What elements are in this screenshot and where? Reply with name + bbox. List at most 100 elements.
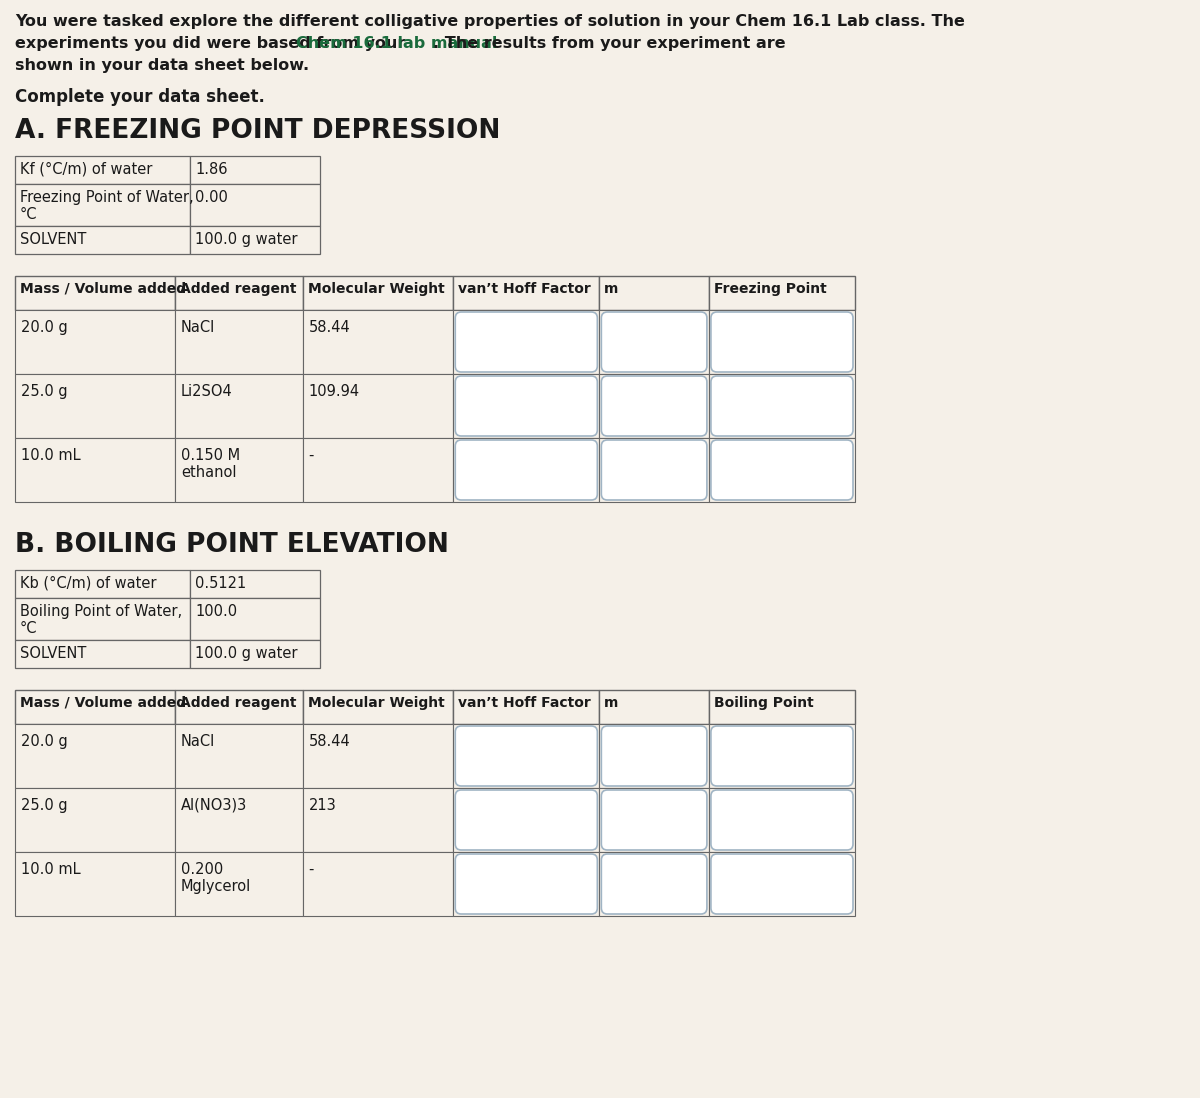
Text: van’t Hoff Factor: van’t Hoff Factor xyxy=(458,696,592,710)
Text: Boiling Point: Boiling Point xyxy=(714,696,814,710)
Bar xyxy=(302,788,454,852)
Bar xyxy=(14,438,175,502)
Bar xyxy=(599,374,709,438)
Bar xyxy=(14,310,175,374)
Text: Kb (°C/m) of water: Kb (°C/m) of water xyxy=(20,576,156,591)
Bar xyxy=(14,598,190,640)
Text: 1.86: 1.86 xyxy=(194,163,228,177)
Text: 20.0 g: 20.0 g xyxy=(22,320,67,335)
Text: Complete your data sheet.: Complete your data sheet. xyxy=(14,88,265,107)
Bar xyxy=(14,570,190,598)
Text: 100.0: 100.0 xyxy=(194,604,238,619)
Bar xyxy=(14,374,175,438)
Bar xyxy=(302,374,454,438)
FancyBboxPatch shape xyxy=(601,726,707,786)
Bar xyxy=(599,276,709,310)
Bar xyxy=(709,690,854,724)
FancyBboxPatch shape xyxy=(710,376,853,436)
Bar xyxy=(709,276,854,310)
Bar xyxy=(14,156,190,184)
Bar xyxy=(454,374,599,438)
Text: 0.150 M
ethanol: 0.150 M ethanol xyxy=(181,448,240,481)
Bar xyxy=(709,852,854,916)
Bar xyxy=(599,788,709,852)
Bar xyxy=(302,438,454,502)
Bar xyxy=(599,724,709,788)
FancyBboxPatch shape xyxy=(455,376,598,436)
Text: 20.0 g: 20.0 g xyxy=(22,733,67,749)
Text: Mass / Volume added: Mass / Volume added xyxy=(20,696,186,710)
Bar xyxy=(709,374,854,438)
Bar xyxy=(14,184,190,226)
Bar xyxy=(175,310,302,374)
Text: Added reagent: Added reagent xyxy=(180,282,296,296)
FancyBboxPatch shape xyxy=(601,854,707,914)
Text: 58.44: 58.44 xyxy=(308,733,350,749)
Text: Boiling Point of Water,
°C: Boiling Point of Water, °C xyxy=(20,604,182,637)
Text: 10.0 mL: 10.0 mL xyxy=(22,862,80,877)
Text: 109.94: 109.94 xyxy=(308,384,360,399)
Text: SOLVENT: SOLVENT xyxy=(20,232,86,247)
Bar xyxy=(190,156,320,184)
Text: 25.0 g: 25.0 g xyxy=(22,798,67,813)
Text: Molecular Weight: Molecular Weight xyxy=(307,696,444,710)
Bar xyxy=(175,276,302,310)
Text: A. FREEZING POINT DEPRESSION: A. FREEZING POINT DEPRESSION xyxy=(14,117,500,144)
Text: . The results from your experiment are: . The results from your experiment are xyxy=(433,36,786,51)
Bar xyxy=(599,852,709,916)
FancyBboxPatch shape xyxy=(601,376,707,436)
Bar xyxy=(454,438,599,502)
Text: Freezing Point of Water,
°C: Freezing Point of Water, °C xyxy=(20,190,193,223)
Text: m: m xyxy=(605,696,619,710)
Bar xyxy=(175,374,302,438)
Text: 213: 213 xyxy=(308,798,336,813)
Bar xyxy=(599,690,709,724)
Bar xyxy=(302,310,454,374)
Bar xyxy=(14,226,190,254)
Bar xyxy=(302,276,454,310)
Text: NaCl: NaCl xyxy=(181,320,215,335)
Bar xyxy=(175,724,302,788)
FancyBboxPatch shape xyxy=(601,312,707,372)
Bar xyxy=(709,788,854,852)
Bar xyxy=(709,310,854,374)
Text: Mass / Volume added: Mass / Volume added xyxy=(20,282,186,296)
Bar xyxy=(175,852,302,916)
Text: 100.0 g water: 100.0 g water xyxy=(194,232,298,247)
Text: 0.5121: 0.5121 xyxy=(194,576,246,591)
Bar xyxy=(454,852,599,916)
Bar xyxy=(599,310,709,374)
Bar xyxy=(175,788,302,852)
Text: shown in your data sheet below.: shown in your data sheet below. xyxy=(14,58,310,72)
Text: 0.00: 0.00 xyxy=(194,190,228,205)
Bar xyxy=(14,852,175,916)
Text: 100.0 g water: 100.0 g water xyxy=(194,646,298,661)
Bar xyxy=(454,276,599,310)
Text: experiments you did were based from your: experiments you did were based from your xyxy=(14,36,410,51)
Bar xyxy=(14,724,175,788)
Bar xyxy=(454,724,599,788)
Text: Al(NO3)3: Al(NO3)3 xyxy=(181,798,247,813)
Text: 58.44: 58.44 xyxy=(308,320,350,335)
Bar xyxy=(14,276,175,310)
Bar xyxy=(454,310,599,374)
Text: Chem 16.1 lab manual: Chem 16.1 lab manual xyxy=(296,36,497,51)
Text: 25.0 g: 25.0 g xyxy=(22,384,67,399)
FancyBboxPatch shape xyxy=(601,789,707,850)
Text: Li2SO4: Li2SO4 xyxy=(181,384,233,399)
Bar xyxy=(190,184,320,226)
Bar xyxy=(190,598,320,640)
Text: Kf (°C/m) of water: Kf (°C/m) of water xyxy=(20,163,152,177)
FancyBboxPatch shape xyxy=(601,440,707,500)
Bar xyxy=(14,690,175,724)
Bar xyxy=(14,640,190,668)
Bar xyxy=(709,438,854,502)
Text: B. BOILING POINT ELEVATION: B. BOILING POINT ELEVATION xyxy=(14,533,449,558)
FancyBboxPatch shape xyxy=(710,312,853,372)
FancyBboxPatch shape xyxy=(455,726,598,786)
Text: 0.200
Mglycerol: 0.200 Mglycerol xyxy=(181,862,251,895)
Text: -: - xyxy=(308,448,314,463)
FancyBboxPatch shape xyxy=(710,440,853,500)
Bar xyxy=(454,788,599,852)
Text: Added reagent: Added reagent xyxy=(180,696,296,710)
